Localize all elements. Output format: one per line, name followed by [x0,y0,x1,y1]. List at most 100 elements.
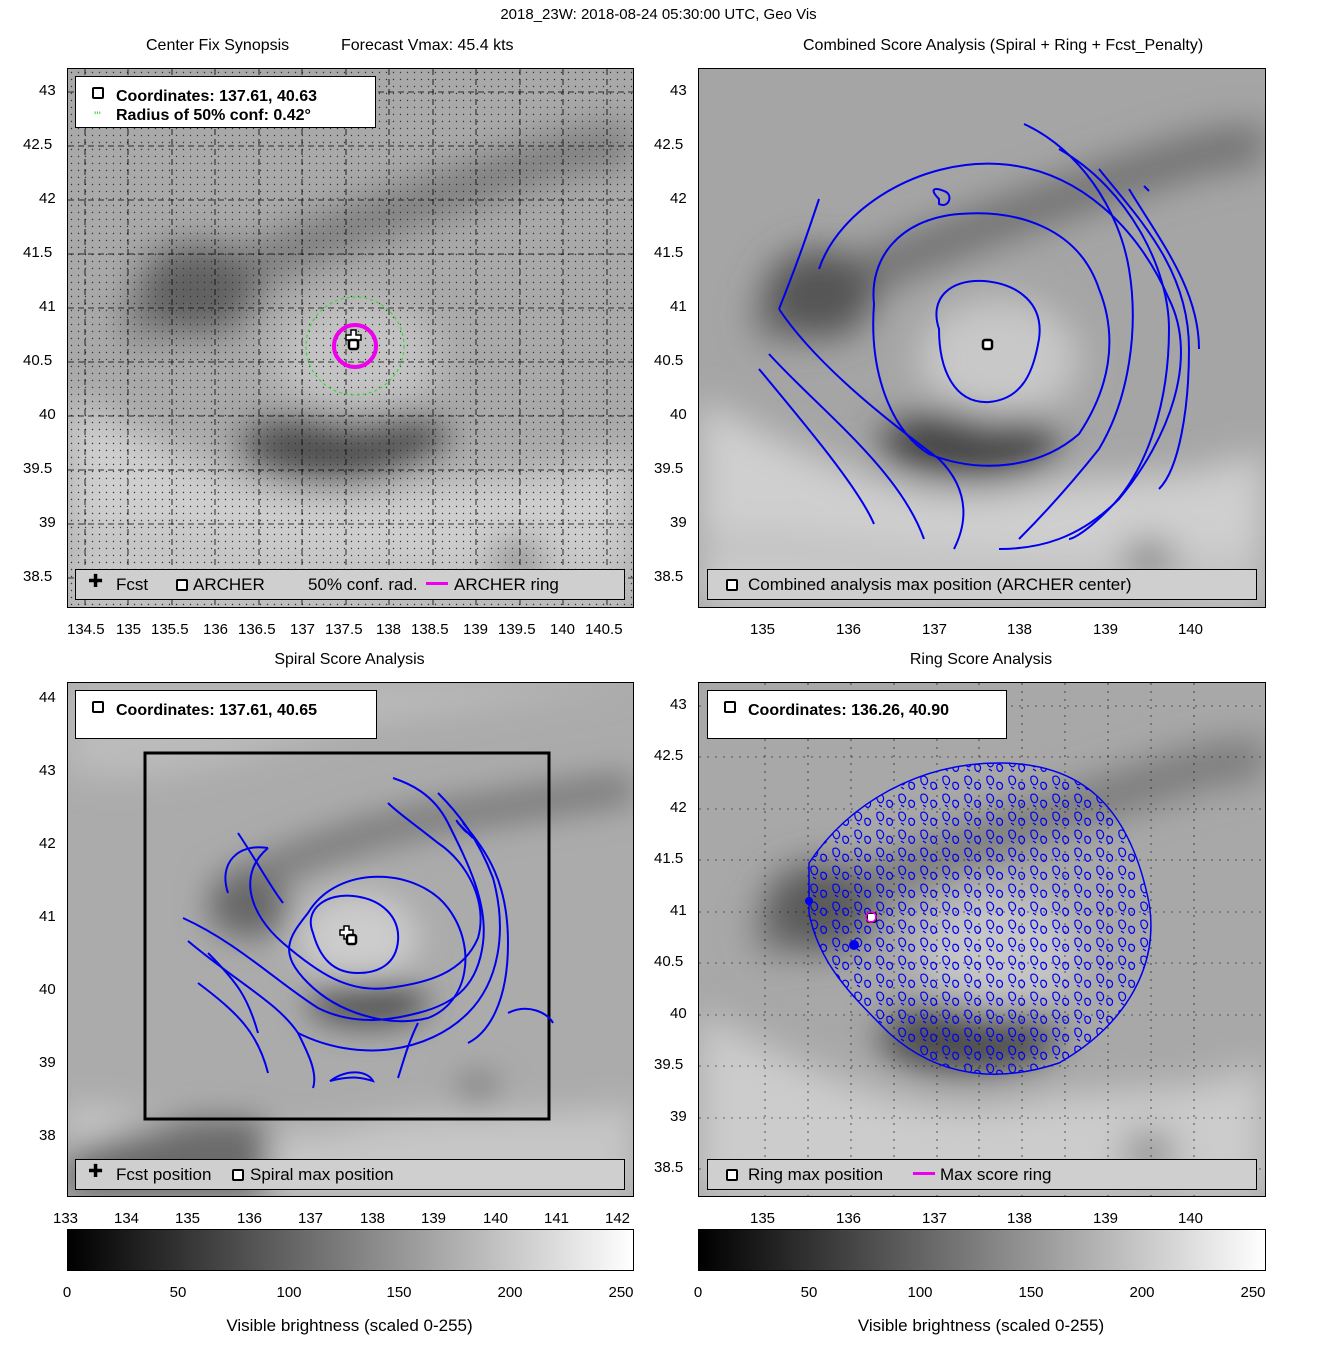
combined-title: Combined Score Analysis (Spiral + Ring +… [803,37,1204,54]
ring-legend: Ring max position Max score ring [707,1159,1257,1190]
p3-xtick: 141 [544,1210,570,1227]
p4-ytick: 43 [670,696,687,713]
fcst-cross-icon: ✚ [88,571,104,591]
p3-xtick: 134 [114,1210,140,1227]
p3-ytick: 41 [39,908,56,925]
colorbar-right-label: Visible brightness (scaled 0-255) [857,1316,1105,1335]
cb2-tick: 200 [1129,1284,1155,1301]
spiral-panel: Coordinates: 137.61, 40.65 ✚ Fcst positi… [67,682,634,1197]
p4-xtick: 139 [1093,1210,1119,1227]
p3-ytick: 42 [39,835,56,852]
center-fix-image [68,69,633,607]
p1-ytick: 40.5 [23,352,53,369]
legend-ring-square-icon [726,1169,738,1181]
cb1-tick: 200 [497,1284,523,1301]
p1-ytick: 43 [39,82,56,99]
p2-ytick: 41 [670,298,687,315]
legend-fcst-cross-icon: ✚ [88,1161,104,1181]
spiral-coordinates: Coordinates: 137.61, 40.65 [116,702,317,719]
combined-max-marker [981,338,994,351]
p1-xtick: 137.5 [325,621,363,638]
p3-ytick: 39 [39,1054,56,1071]
p1-ytick: 41.5 [23,244,53,261]
legend-conf-radius: 50% conf. rad. [308,575,418,594]
center-fix-radius: Radius of 50% conf: 0.42° [116,107,311,124]
p2-ytick: 42 [670,190,687,207]
spiral-legend: ✚ Fcst position Spiral max position [75,1159,625,1190]
p1-xtick: 139 [463,621,489,638]
p2-ytick: 40 [670,406,687,423]
p2-ytick: 39 [670,514,687,531]
p3-xtick: 137 [298,1210,324,1227]
ring-image [699,683,1265,1196]
p2-ytick: 42.5 [654,136,684,153]
p2-xtick: 136 [836,621,862,638]
cb2-tick: 150 [1018,1284,1044,1301]
p4-xtick: 136 [836,1210,862,1227]
p2-ytick: 40.5 [654,352,684,369]
legend-archer: ARCHER [193,575,265,594]
p4-ytick: 39.5 [654,1056,684,1073]
p3-xtick: 140 [483,1210,509,1227]
p4-xtick: 140 [1178,1210,1204,1227]
p4-ytick: 41.5 [654,850,684,867]
legend-spiral-square-icon [232,1169,244,1181]
p1-ytick: 39 [39,514,56,531]
spiral-image [68,683,633,1196]
p4-ytick: 39 [670,1108,687,1125]
p3-ytick: 43 [39,762,56,779]
max-score-ring [865,911,877,923]
spiral-search-box [143,751,551,1121]
p1-xtick: 137 [290,621,316,638]
center-fix-title: Center Fix Synopsis [146,37,290,54]
ring-panel: Coordinates: 136.26, 40.90 Ring max posi… [698,682,1266,1197]
legend-archer-ring: ARCHER ring [454,575,559,594]
spiral-square-icon [92,701,104,713]
combined-panel: Combined analysis max position (ARCHER c… [698,68,1266,608]
p3-ytick: 44 [39,689,56,706]
p1-xtick: 135.5 [151,621,189,638]
p1-ytick: 42.5 [23,136,53,153]
combined-square-icon [726,579,738,591]
legend-combined-max: Combined analysis max position (ARCHER c… [748,575,1132,594]
legend-ring-max: Ring max position [748,1165,884,1184]
p4-ytick: 38.5 [654,1159,684,1176]
spiral-max-marker [345,933,358,946]
p4-ytick: 42 [670,799,687,816]
p4-ytick: 40 [670,1005,687,1022]
p3-xtick: 136 [237,1210,263,1227]
p3-xtick: 139 [421,1210,447,1227]
center-fix-coordinates: Coordinates: 137.61, 40.63 [116,88,317,105]
p2-xtick: 139 [1093,621,1119,638]
cb1-tick: 0 [62,1284,72,1301]
center-fix-panel: Coordinates: 137.61, 40.63 ''' Radius of… [67,68,634,608]
colorbar-left [67,1229,634,1271]
p2-xtick: 135 [750,621,776,638]
cb2-tick: 250 [1240,1284,1266,1301]
combined-image [699,69,1265,607]
p1-ytick: 40 [39,406,56,423]
confidence-radius-circle [305,296,405,396]
p4-xtick: 135 [750,1210,776,1227]
forecast-vmax-title: Forecast Vmax: 45.4 kts [341,37,514,54]
p1-xtick: 136.5 [238,621,276,638]
p2-ytick: 43 [670,82,687,99]
archer-ring [332,323,378,369]
legend-magenta-line-icon [913,1172,935,1175]
cb2-tick: 50 [800,1284,818,1301]
p1-ytick: 42 [39,190,56,207]
p4-ytick: 42.5 [654,747,684,764]
p2-ytick: 39.5 [654,460,684,477]
p3-xtick: 138 [360,1210,386,1227]
p2-ytick: 38.5 [654,568,684,585]
spiral-info-box: Coordinates: 137.61, 40.65 [75,690,377,739]
spiral-title: Spiral Score Analysis [274,651,425,668]
confidence-dash-icon: ''' [94,109,101,123]
combined-legend: Combined analysis max position (ARCHER c… [707,569,1257,600]
cb1-tick: 100 [276,1284,302,1301]
p2-xtick: 138 [1007,621,1033,638]
p1-ytick: 39.5 [23,460,53,477]
p3-xtick: 133 [53,1210,79,1227]
ring-square-icon [724,701,736,713]
p1-xtick: 140.5 [585,621,623,638]
